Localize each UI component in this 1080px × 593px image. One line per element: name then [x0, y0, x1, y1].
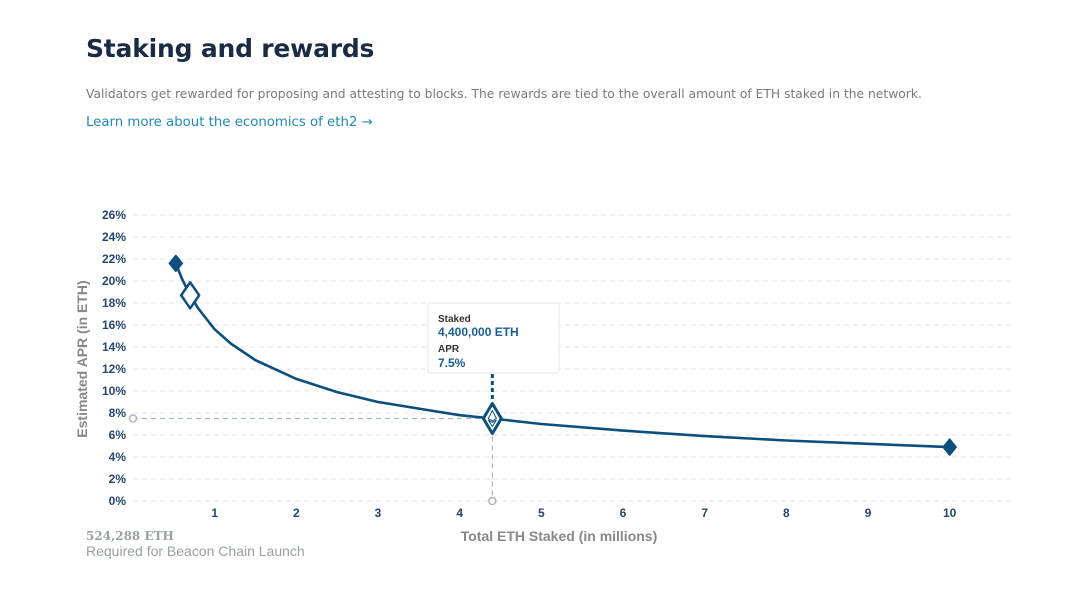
footnote-amount: 524,288 ETH — [86, 529, 174, 543]
curve-markers — [168, 254, 957, 456]
y-tick-label: 2% — [109, 472, 127, 486]
y-tick-label: 8% — [109, 406, 127, 420]
tooltip-apr-value: 7.5% — [438, 356, 466, 370]
start-point-marker — [168, 254, 184, 273]
y-axis-label: Estimated APR (in ETH) — [74, 280, 90, 437]
y-tick-label: 10% — [102, 384, 126, 398]
x-tick-label: 1 — [211, 506, 218, 520]
tooltip-staked-value: 4,400,000 ETH — [438, 325, 519, 339]
highlight-guides — [128, 374, 497, 506]
apr-curve — [174, 262, 951, 449]
x-tick-label: 2 — [293, 506, 300, 520]
y-guide-endpoint — [128, 414, 138, 423]
x-tick-label: 5 — [538, 506, 545, 520]
learn-more-link[interactable]: Learn more about the economics of eth2 → — [86, 115, 373, 130]
y-tick-label: 26% — [102, 208, 126, 222]
slider-handle-marker — [179, 281, 201, 310]
x-tick-label: 4 — [456, 506, 463, 520]
x-tick-label: 3 — [375, 506, 382, 520]
beacon-chain-footnote: 524,288 ETH Required for Beacon Chain La… — [86, 529, 305, 559]
tooltip-staked-label: Staked — [438, 314, 471, 325]
x-tick-label: 7 — [701, 506, 708, 520]
eth-icon — [487, 410, 497, 427]
highlight-marker — [481, 402, 503, 435]
y-tick-label: 6% — [109, 428, 127, 442]
x-tick-label: 9 — [865, 506, 872, 520]
tooltip: Staked 4,400,000 ETH APR 7.5% — [427, 302, 560, 374]
end-point-marker — [942, 438, 957, 456]
x-guide-endpoint — [488, 496, 497, 506]
x-axis-ticks: 1 2 3 4 5 6 7 8 9 10 — [211, 506, 956, 520]
y-tick-label: 12% — [102, 362, 126, 376]
x-tick-label: 10 — [943, 506, 957, 520]
y-tick-label: 24% — [102, 230, 126, 244]
y-tick-label: 4% — [109, 450, 127, 464]
grid-lines — [133, 214, 1015, 502]
x-axis-label: Total ETH Staked (in millions) — [461, 528, 658, 544]
page-title: Staking and rewards — [86, 34, 375, 63]
tooltip-box — [427, 302, 560, 374]
y-tick-label: 14% — [102, 340, 126, 354]
footnote-caption: Required for Beacon Chain Launch — [86, 543, 305, 559]
y-tick-label: 16% — [102, 318, 126, 332]
x-tick-label: 6 — [620, 506, 627, 520]
y-tick-label: 0% — [109, 494, 127, 508]
y-tick-label: 20% — [102, 274, 126, 288]
y-tick-label: 22% — [102, 252, 126, 266]
y-tick-label: 18% — [102, 296, 126, 310]
page-description: Validators get rewarded for proposing an… — [86, 87, 922, 101]
tooltip-apr-label: APR — [438, 344, 460, 355]
x-tick-label: 8 — [783, 506, 790, 520]
y-axis-ticks: 0% 2% 4% 6% 8% 10% 12% 14% 16% 18% 20% 22% 24% 26% — [102, 208, 126, 508]
